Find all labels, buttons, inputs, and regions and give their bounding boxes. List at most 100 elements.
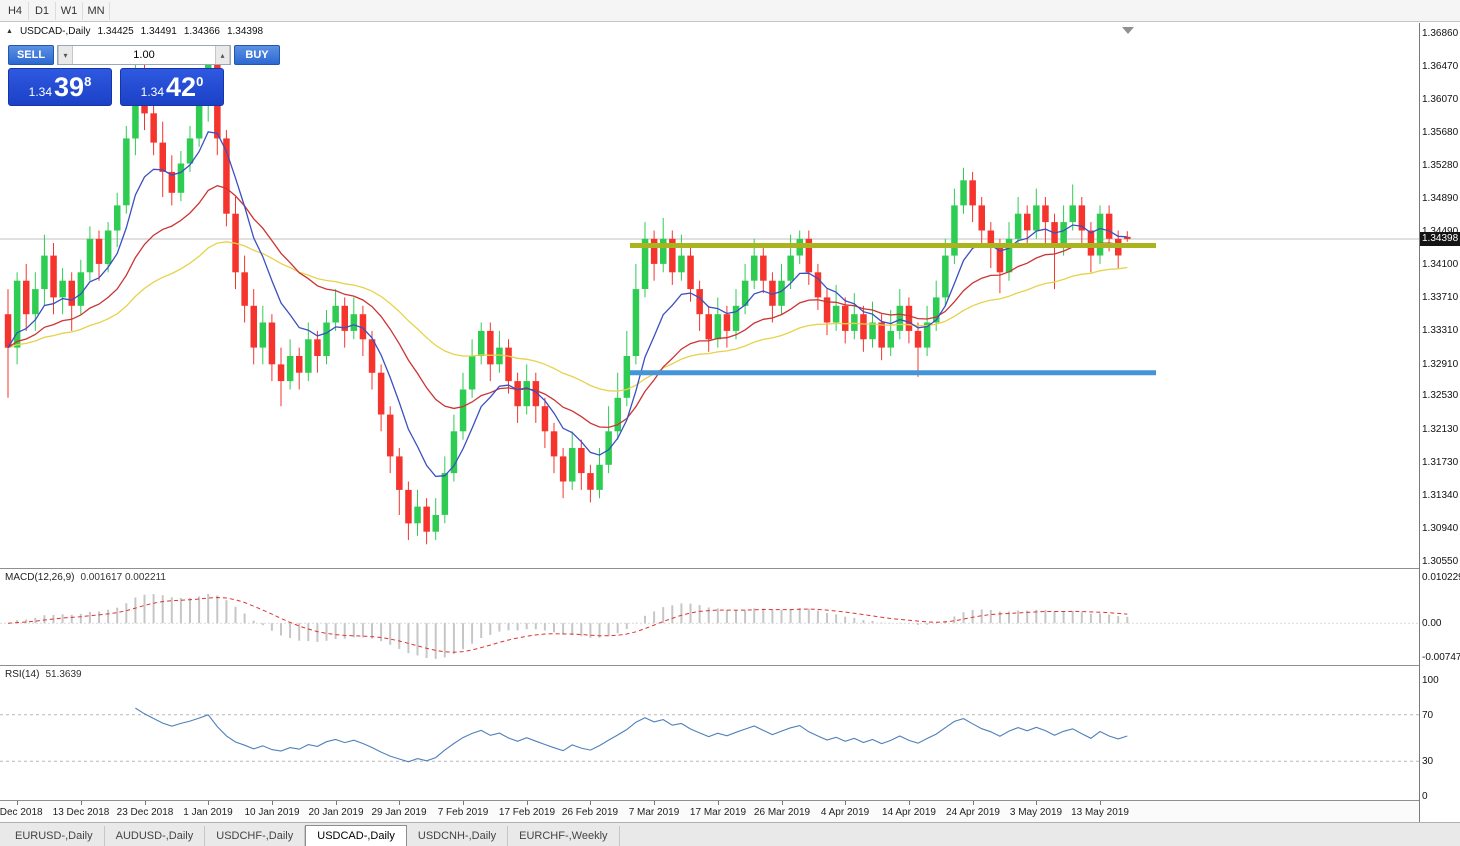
candle-body	[441, 473, 449, 515]
price-axis-tick: 1.33310	[1422, 325, 1459, 336]
rsi-axis-tick: 0	[1422, 791, 1428, 802]
date-tick-mark	[145, 801, 146, 805]
candle-body	[414, 506, 421, 524]
date-axis[interactable]: 4 Dec 2018 13 Dec 2018 23 Dec 2018 1 Jan 20…	[0, 801, 1419, 822]
candle-body	[960, 180, 967, 206]
candle-body	[942, 255, 949, 298]
price-axis-tick: 1.30550	[1422, 556, 1459, 567]
panel-separator[interactable]	[0, 665, 1460, 666]
ask-price-display[interactable]: 1.34 42 0	[120, 68, 224, 106]
candle-body	[305, 339, 312, 373]
timeframe-button-h4[interactable]: H4	[2, 1, 29, 20]
price-axis-tick: 1.36470	[1422, 61, 1459, 72]
candle-body	[23, 280, 30, 315]
rsi-axis-tick: 100	[1422, 675, 1439, 686]
date-axis-label: 1 Jan 2019	[183, 807, 233, 818]
candle-body	[860, 314, 867, 340]
volume-decrease-button[interactable]: ▾	[58, 46, 73, 64]
candle-body	[723, 314, 731, 331]
candle-body	[1024, 213, 1031, 231]
date-axis-label: 13 Dec 2018	[52, 807, 110, 818]
price-axis-tick: 1.34100	[1422, 259, 1459, 270]
price-axis-tick: 1.35680	[1422, 127, 1459, 138]
price-axis-tick: 1.32910	[1422, 359, 1459, 370]
volume-increase-button[interactable]: ▴	[215, 46, 230, 64]
candle-body	[914, 330, 922, 348]
candle-body	[177, 163, 185, 193]
date-axis-label: 29 Jan 2019	[371, 807, 427, 818]
timeframe-button-w1[interactable]: W1	[56, 1, 83, 20]
candle-body	[814, 272, 822, 298]
ask-big-digits: 42	[166, 72, 197, 102]
candle-body	[1033, 205, 1040, 231]
candle-body	[741, 280, 749, 306]
candle-body	[596, 464, 603, 490]
date-tick-mark	[973, 801, 974, 805]
candle-body	[878, 322, 885, 348]
macd-panel-label: MACD(12,26,9) 0.001617 0.002211	[5, 572, 166, 583]
candle-body	[587, 473, 594, 490]
panel-separator[interactable]	[0, 800, 1460, 801]
candle-body	[241, 272, 248, 306]
candle-body	[714, 314, 722, 340]
macd-axis-tick: -0.0074770	[1422, 652, 1460, 663]
sell-button[interactable]: SELL	[8, 45, 54, 65]
candle-body	[286, 356, 294, 382]
candle-body	[532, 381, 540, 407]
candle-body	[432, 515, 439, 532]
candle-body	[277, 364, 285, 382]
date-axis-label: 3 May 2019	[1009, 807, 1063, 818]
chart-tab-eurusd-daily[interactable]: EURUSD-,Daily	[4, 826, 105, 846]
date-axis-label: 24 Apr 2019	[946, 807, 1000, 818]
ma-line-mid	[7, 185, 1128, 429]
rsi-canvas[interactable]	[0, 666, 1419, 800]
candle-body	[405, 489, 412, 524]
candle-body	[787, 255, 794, 281]
chart-shift-marker[interactable]	[1122, 27, 1134, 34]
candle-body	[514, 381, 521, 407]
ohlc-open: 1.34425	[97, 26, 134, 37]
price-axis-tick: 1.34890	[1422, 193, 1459, 204]
candle-body	[632, 289, 640, 356]
chart-tab-audusd-daily[interactable]: AUDUSD-,Daily	[105, 826, 206, 846]
candle-body	[114, 205, 121, 231]
macd-signal-line	[7, 596, 1128, 653]
candle-body	[1069, 205, 1076, 223]
volume-stepper: ▾ ▴	[57, 45, 231, 65]
candle-body	[1078, 205, 1086, 231]
chart-tab-usdcad-daily[interactable]: USDCAD-,Daily	[305, 825, 407, 846]
candle-body	[368, 339, 376, 373]
timeframe-button-d1[interactable]: D1	[29, 1, 56, 20]
candle-body	[905, 305, 913, 331]
collapse-arrow-icon[interactable]: ▲	[6, 28, 13, 35]
timeframe-button-mn[interactable]: MN	[83, 1, 110, 20]
price-axis[interactable]: 1.36860 1.36470 1.36070 1.35680 1.35280 1.348…	[1419, 23, 1460, 822]
bid-price-display[interactable]: 1.34 39 8	[8, 68, 112, 106]
ask-pip-digit: 0	[196, 74, 204, 89]
candle-body	[259, 322, 267, 348]
candle-body	[268, 322, 276, 365]
rsi-axis-tick: 30	[1422, 756, 1434, 767]
macd-canvas[interactable]	[0, 569, 1419, 665]
date-axis-label: 26 Mar 2019	[753, 807, 811, 818]
buy-button[interactable]: BUY	[234, 45, 280, 65]
chart-tab-eurchf-weekly[interactable]: EURCHF-,Weekly	[508, 826, 620, 846]
chart-tab-usdcnh-daily[interactable]: USDCNH-,Daily	[407, 826, 509, 846]
candle-body	[842, 305, 849, 331]
ohlc-low: 1.34366	[183, 26, 220, 37]
volume-input[interactable]	[73, 46, 215, 64]
date-axis-label: 14 Apr 2019	[882, 807, 936, 818]
price-chart-canvas[interactable]	[0, 23, 1419, 568]
date-tick-mark	[208, 801, 209, 805]
panel-separator[interactable]	[0, 568, 1460, 569]
candle-body	[459, 389, 467, 432]
date-axis-label: 4 Apr 2019	[820, 807, 870, 818]
candle-body	[423, 506, 430, 532]
chart-tab-usdchf-daily[interactable]: USDCHF-,Daily	[205, 826, 306, 846]
candle-body	[132, 79, 139, 139]
candle-body	[823, 297, 831, 323]
candle-body	[623, 356, 631, 398]
date-axis-label: 4 Dec 2018	[0, 807, 43, 818]
date-tick-mark	[336, 801, 337, 805]
